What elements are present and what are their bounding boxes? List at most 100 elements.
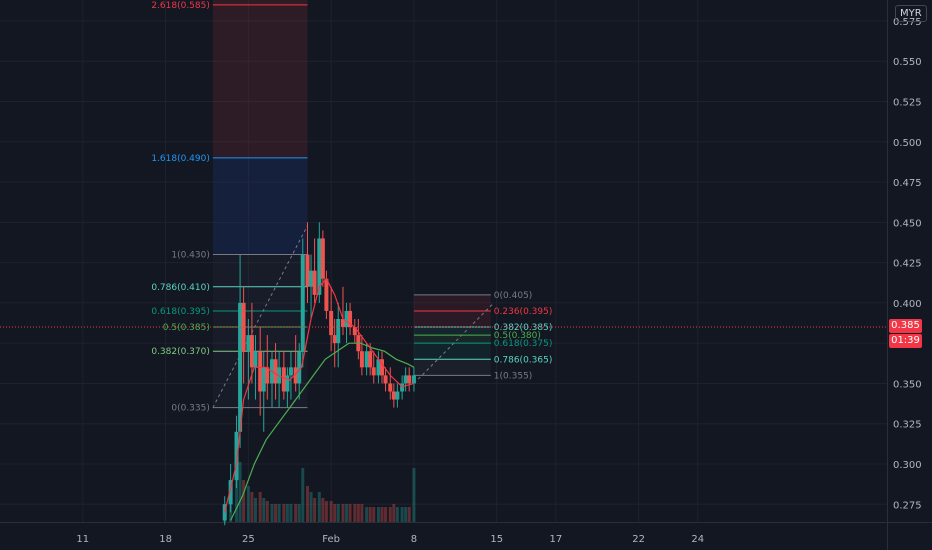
candle-body <box>380 359 385 376</box>
candle-body <box>246 335 251 352</box>
fib-zone-middle <box>212 157 308 255</box>
volume-bar <box>294 504 298 522</box>
candle-body <box>300 254 305 352</box>
volume-bar <box>309 492 313 522</box>
time-axis-label: 8 <box>411 534 417 545</box>
candle-body <box>228 480 233 505</box>
candle-body <box>400 383 405 392</box>
candle-body <box>293 367 298 384</box>
volume-bar <box>258 492 262 522</box>
candle-body <box>340 319 345 328</box>
candle-body <box>324 278 329 311</box>
fib-right-level-label: 1(0.355) <box>494 371 533 381</box>
candle-body <box>317 238 322 295</box>
candle-body <box>344 310 349 328</box>
candle-body <box>332 335 337 344</box>
candle-body <box>312 270 317 295</box>
volume-bar <box>277 504 281 522</box>
time-axis-label: 17 <box>549 534 562 545</box>
last-price-tag: 0.385 <box>889 319 922 333</box>
volume-bar <box>242 480 246 522</box>
price-axis-label: 0.325 <box>893 420 922 431</box>
volume-bar <box>329 501 333 522</box>
fib-left-level-label: 2.618(0.585) <box>151 1 210 11</box>
volume-bar <box>289 504 293 522</box>
price-axis-label: 0.475 <box>893 178 922 189</box>
fib-right-level-label: 0.786(0.365) <box>494 355 553 365</box>
volume-bar <box>270 504 274 522</box>
price-axis-label: 0.575 <box>893 17 922 28</box>
countdown-tag: 01:39 <box>889 334 922 348</box>
volume-bar <box>372 507 376 522</box>
volume-bar <box>246 486 250 522</box>
volume-bar <box>324 501 328 522</box>
volume-bar <box>407 507 411 522</box>
volume-bar <box>376 507 380 522</box>
volume-bar <box>348 504 352 522</box>
volume-bar <box>305 486 309 522</box>
candle-body <box>309 270 314 287</box>
fib-left-level-label: 0.5(0.385) <box>163 323 210 333</box>
candle-body <box>288 367 293 376</box>
candle-body <box>336 319 341 344</box>
candle-body <box>348 310 353 328</box>
time-axis-label: Feb <box>322 534 340 545</box>
currency-badge[interactable]: MYR <box>895 5 927 22</box>
volume-bar <box>345 504 349 522</box>
candle-body <box>411 375 416 384</box>
fib-zone-upper <box>212 0 308 158</box>
volume-bar <box>297 504 301 522</box>
fib-right-trendline <box>413 302 495 384</box>
volume-bar <box>250 492 254 522</box>
volume-bar <box>392 504 396 522</box>
price-axis-label: 0.500 <box>893 138 922 149</box>
candle-body <box>285 375 290 392</box>
volume-bar <box>384 507 388 522</box>
fib-right-zone <box>413 294 491 311</box>
price-axis-label: 0.450 <box>893 218 922 229</box>
candle-body <box>297 351 302 384</box>
fib-right-zone <box>413 359 491 376</box>
fib-right-zone <box>413 343 491 360</box>
price-axis-label: 0.275 <box>893 500 922 511</box>
fib-left-trendline <box>212 225 308 408</box>
volume-bar <box>400 507 404 522</box>
price-axis-label: 0.425 <box>893 259 922 270</box>
candle-body <box>222 504 227 521</box>
volume-bar <box>333 504 337 522</box>
volume-bar <box>274 504 278 522</box>
price-axis-label: 0.350 <box>893 379 922 390</box>
candle-body <box>376 359 381 376</box>
volume-bar <box>404 507 408 522</box>
candle-body <box>329 310 334 336</box>
candle-body <box>352 327 357 336</box>
fib-right-zone <box>413 335 491 344</box>
candle-body <box>265 367 270 384</box>
time-axis-label: 18 <box>159 534 172 545</box>
time-axis-label: 15 <box>490 534 503 545</box>
fib-right-zone <box>413 310 491 328</box>
fib-right-level-label: 0.618(0.375) <box>494 339 553 349</box>
volume-bar <box>412 468 416 522</box>
candle-body <box>407 375 412 384</box>
volume-bar <box>356 504 360 522</box>
ema-fast-line <box>224 277 415 513</box>
fib-left-level-label: 0(0.335) <box>171 404 210 414</box>
candle-body <box>258 351 263 392</box>
volume-bar <box>285 504 289 522</box>
volume-bar <box>282 504 286 522</box>
volume-bar <box>265 501 269 522</box>
price-axis-label: 0.525 <box>893 98 922 109</box>
volume-bar <box>365 507 369 522</box>
candle-body <box>391 391 396 400</box>
candle-body <box>281 367 286 392</box>
ema-slow-line <box>230 342 415 521</box>
volume-bar <box>317 492 321 522</box>
candle-body <box>395 391 400 400</box>
candle-body <box>383 375 388 384</box>
candle-body <box>273 359 278 384</box>
fib-left-level-label: 1.618(0.490) <box>151 154 210 164</box>
candle-body <box>238 302 243 432</box>
